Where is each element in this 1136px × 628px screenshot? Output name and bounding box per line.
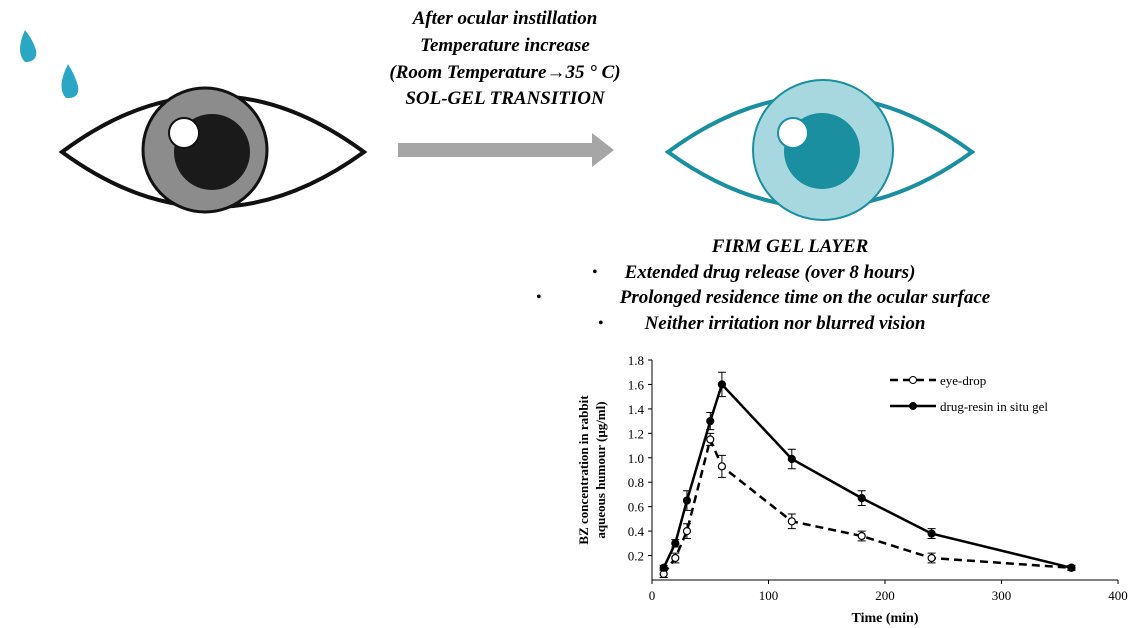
bullet: • xyxy=(598,315,604,332)
bullet: • xyxy=(536,289,542,306)
marker xyxy=(672,555,679,562)
marker xyxy=(928,555,935,562)
marker xyxy=(928,530,935,537)
marker xyxy=(1068,564,1075,571)
marker xyxy=(788,518,795,525)
marker xyxy=(718,463,725,470)
marker xyxy=(707,418,714,425)
marker xyxy=(683,497,690,504)
bullet-text: Neither irritation nor blurred vision xyxy=(644,313,926,334)
graphical-abstract: After ocular instillation Temperature in… xyxy=(0,0,1136,628)
y-tick-label: 1.8 xyxy=(628,353,644,368)
highlight xyxy=(169,118,199,148)
marker xyxy=(683,528,690,535)
result-title: FIRM GEL LAYER xyxy=(711,236,869,257)
x-tick-label: 200 xyxy=(875,588,895,603)
marker xyxy=(858,495,865,502)
x-tick-label: 100 xyxy=(759,588,779,603)
y-axis-label: BZ concentration in rabbit xyxy=(576,395,591,545)
y-tick-label: 1.4 xyxy=(628,402,645,417)
marker xyxy=(788,456,795,463)
y-tick-label: 1.6 xyxy=(628,377,645,392)
y-tick-label: 0.2 xyxy=(628,549,644,564)
caption-line: Temperature increase xyxy=(420,35,590,56)
marker xyxy=(660,564,667,571)
arrow xyxy=(398,133,614,167)
marker xyxy=(672,540,679,547)
y-tick-label: 0.4 xyxy=(628,524,645,539)
y-tick-label: 1.0 xyxy=(628,451,644,466)
legend-marker xyxy=(910,403,917,410)
bullet: • xyxy=(592,264,598,281)
caption-line: After ocular instillation xyxy=(412,8,598,29)
caption-line: (Room Temperature→35 ° C) xyxy=(389,62,620,83)
marker xyxy=(718,381,725,388)
y-tick-label: 1.2 xyxy=(628,426,644,441)
drop xyxy=(61,64,78,98)
x-tick-label: 400 xyxy=(1108,588,1128,603)
x-tick-label: 0 xyxy=(649,588,656,603)
highlight xyxy=(778,118,808,148)
x-tick-label: 300 xyxy=(992,588,1012,603)
y-tick-label: 0.8 xyxy=(628,475,644,490)
x-axis-label: Time (min) xyxy=(851,611,918,626)
marker xyxy=(858,533,865,540)
legend-label: drug-resin in situ gel xyxy=(940,399,1048,414)
y-axis-label: aqueous humour (μg/ml) xyxy=(593,401,608,538)
drop xyxy=(20,30,36,62)
bullet-text: Extended drug release (over 8 hours) xyxy=(624,262,916,283)
chart: 0.2 0.4 0.6 0.8 1.0 1.2 1.4 1.6 1.8 0 100 200 300 400… xyxy=(576,353,1128,626)
bullet-text: Prolonged residence time on the ocular s… xyxy=(619,287,991,308)
legend-label: eye-drop xyxy=(940,373,986,388)
marker xyxy=(707,436,714,443)
legend-marker xyxy=(910,377,917,384)
caption-line: SOL-GEL TRANSITION xyxy=(405,88,606,109)
y-tick-label: 0.6 xyxy=(628,500,645,515)
